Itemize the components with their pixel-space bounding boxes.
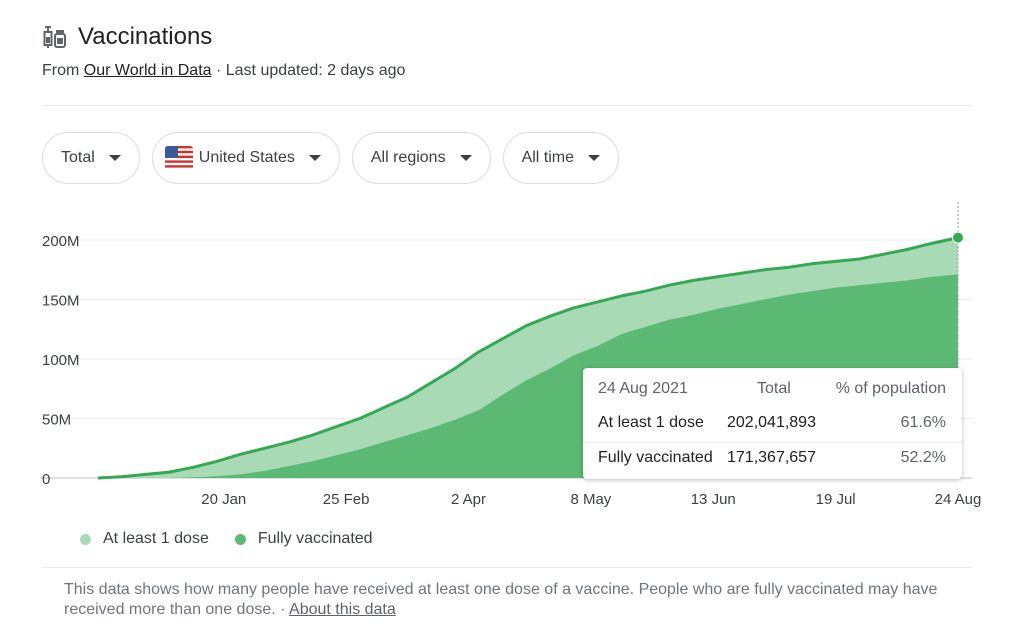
footer-separator: ·: [275, 601, 290, 618]
tooltip-col-total: Total: [757, 380, 791, 397]
x-tick-label: 25 Feb: [323, 491, 370, 508]
legend-label: At least 1 dose: [103, 530, 209, 547]
hover-point: [952, 231, 964, 244]
chevron-down-icon: [588, 155, 601, 161]
tooltip-row-label: Fully vaccinated: [598, 449, 713, 466]
x-tick-label: 2 Apr: [451, 491, 486, 508]
chart-tooltip: 24 Aug 2021 Total % of population At lea…: [583, 368, 962, 479]
footer-note: This data shows how many people have rec…: [64, 580, 944, 620]
footer-text: This data shows how many people have rec…: [64, 581, 938, 618]
legend-item-first-dose: At least 1 dose: [80, 530, 209, 548]
legend-item-fully-vaccinated: Fully vaccinated: [234, 530, 373, 548]
tooltip-row-total: 202,041,893: [727, 414, 816, 431]
tooltip-date: 24 Aug 2021: [598, 380, 688, 397]
tooltip-row-label: At least 1 dose: [598, 414, 704, 431]
y-tick-label: 0: [42, 471, 50, 488]
chevron-down-icon: [108, 155, 121, 161]
y-tick-label: 50M: [42, 412, 71, 429]
y-tick-label: 100M: [42, 352, 80, 369]
series-line-first-dose: [97, 236, 959, 480]
x-tick-label: 13 Jun: [691, 491, 736, 508]
last-updated: · Last updated: 2 days ago: [211, 62, 406, 79]
source-link[interactable]: Our World in Data: [83, 62, 212, 79]
tooltip-row-pct: 52.2%: [900, 449, 946, 466]
legend-label: Fully vaccinated: [257, 530, 373, 547]
us-flag-icon: [164, 146, 193, 170]
page-title: Vaccinations: [78, 23, 213, 50]
chart-header: Vaccinations: [42, 22, 212, 52]
tooltip-col-pct: % of population: [835, 380, 946, 397]
metric-filter-label: Total: [61, 149, 95, 166]
country-filter-chip[interactable]: United States: [151, 132, 340, 184]
legend-swatch: [80, 533, 91, 545]
chevron-down-icon: [308, 155, 321, 161]
country-filter-label: United States: [198, 149, 295, 166]
x-tick-label: 24 Aug: [935, 491, 982, 508]
y-tick-label: 200M: [42, 233, 80, 250]
tooltip-row-pct: 61.6%: [900, 414, 946, 431]
time-filter-chip[interactable]: All time: [502, 132, 620, 184]
region-filter-label: All regions: [370, 149, 446, 166]
time-filter-label: All time: [521, 149, 575, 166]
chevron-down-icon: [459, 155, 472, 161]
x-tick-label: 20 Jan: [201, 491, 246, 508]
x-tick-label: 8 May: [570, 491, 611, 508]
header-divider: [42, 105, 972, 106]
legend-swatch: [234, 533, 246, 545]
tooltip-divider: [583, 442, 962, 443]
source-prefix: From: [42, 62, 80, 79]
metric-filter-chip[interactable]: Total: [42, 132, 140, 184]
footer-divider: [42, 567, 972, 568]
tooltip-row-total: 171,367,657: [727, 449, 816, 466]
filter-bar: Total United States All regions All time: [42, 132, 620, 184]
about-data-link[interactable]: About this data: [289, 601, 396, 618]
chart-legend: At least 1 dose Fully vaccinated: [80, 530, 399, 548]
syringe-vial-icon: [43, 26, 66, 48]
region-filter-chip[interactable]: All regions: [351, 132, 491, 184]
y-tick-label: 150M: [42, 293, 80, 310]
source-line: From Our World in Data · Last updated: 2…: [42, 62, 405, 80]
x-tick-label: 19 Jul: [816, 491, 856, 508]
